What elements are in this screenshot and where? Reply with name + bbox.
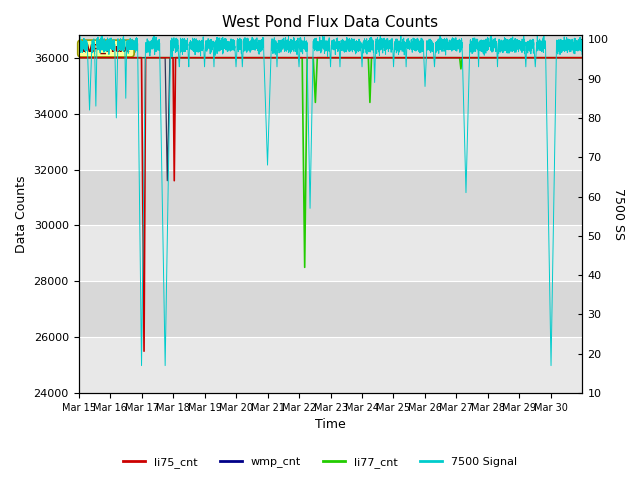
Bar [79, 226, 582, 281]
Bar [79, 169, 582, 226]
Bar [79, 337, 582, 393]
Bar [79, 114, 582, 169]
Text: WP_flux: WP_flux [81, 43, 131, 54]
Y-axis label: 7500 SS: 7500 SS [612, 188, 625, 240]
Bar [79, 58, 582, 114]
X-axis label: Time: Time [315, 419, 346, 432]
Bar [79, 281, 582, 337]
Y-axis label: Data Counts: Data Counts [15, 176, 28, 253]
Legend: li75_cnt, wmp_cnt, li77_cnt, 7500 Signal: li75_cnt, wmp_cnt, li77_cnt, 7500 Signal [118, 452, 522, 472]
Title: West Pond Flux Data Counts: West Pond Flux Data Counts [223, 15, 438, 30]
